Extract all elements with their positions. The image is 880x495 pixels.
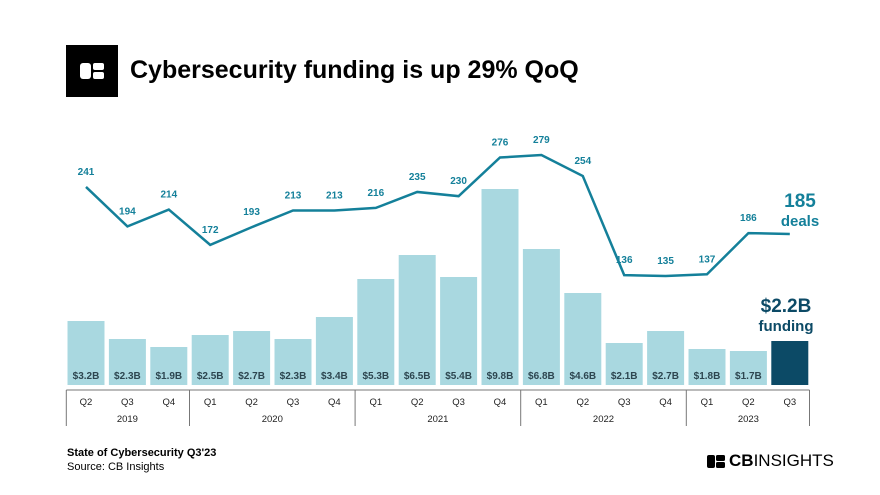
funding-bar	[522, 249, 560, 385]
year-label: 2021	[427, 414, 448, 425]
deals-label: 135	[657, 256, 674, 267]
funding-label: $2.5B	[197, 371, 224, 382]
quarter-tick-label: Q1	[535, 397, 548, 408]
funding-bar	[398, 255, 436, 385]
year-label: 2023	[738, 414, 759, 425]
quarter-tick-label: Q3	[287, 397, 300, 408]
deals-label: 216	[367, 188, 384, 199]
funding-bar	[150, 347, 188, 385]
funding-label: $3.2B	[73, 371, 100, 382]
funding-label: $6.5B	[404, 371, 431, 382]
funding-label: $5.3B	[362, 371, 389, 382]
funding-callout-value: $2.2B	[761, 296, 812, 317]
funding-label: $1.9B	[155, 371, 182, 382]
deals-label: 276	[492, 138, 509, 149]
funding-bar	[688, 349, 726, 385]
funding-bar	[274, 339, 312, 385]
deals-callout-label: deals	[781, 213, 819, 230]
funding-label: $1.8B	[694, 371, 721, 382]
report-name: State of Cybersecurity Q3'23	[67, 447, 217, 459]
funding-bar	[233, 331, 271, 385]
quarter-tick-label: Q3	[618, 397, 631, 408]
funding-callout-label: funding	[759, 318, 814, 335]
deals-label: 194	[119, 206, 136, 217]
quarter-tick-label: Q2	[742, 397, 755, 408]
quarter-tick-label: Q2	[411, 397, 424, 408]
deals-line	[85, 153, 790, 278]
deals-label: 213	[326, 190, 343, 201]
funding-bar	[564, 293, 602, 385]
quarter-tick-label: Q2	[245, 397, 258, 408]
funding-label: $3.4B	[321, 371, 348, 382]
deals-label: 172	[202, 225, 219, 236]
funding-label: $4.6B	[569, 371, 596, 382]
deals-label: 213	[285, 190, 302, 201]
source-note: Source: CB Insights	[67, 461, 165, 473]
brand-rest: INSIGHTS	[753, 451, 834, 470]
deals-label: 241	[78, 167, 95, 178]
quarter-tick-label: Q1	[701, 397, 714, 408]
funding-label: $2.7B	[652, 371, 679, 382]
brand-logo: CBINSIGHTS	[707, 451, 834, 471]
deals-label: 136	[616, 255, 633, 266]
quarter-tick-label: Q3	[121, 397, 134, 408]
cb-insights-logo-icon	[66, 45, 118, 97]
deals-label: 235	[409, 172, 426, 183]
funding-label: $1.7B	[735, 371, 762, 382]
deals-callout-value: 185	[784, 191, 816, 212]
funding-label: $9.8B	[487, 371, 514, 382]
quarter-tick-label: Q4	[494, 397, 507, 408]
funding-bar	[67, 321, 105, 385]
quarter-tick-label: Q1	[204, 397, 217, 408]
funding-bar	[357, 279, 395, 385]
quarter-tick-label: Q2	[80, 397, 93, 408]
funding-bar	[481, 189, 519, 385]
brand-mark-icon	[707, 454, 725, 468]
page-title: Cybersecurity funding is up 29% QoQ	[130, 56, 579, 84]
year-label: 2020	[262, 414, 283, 425]
quarter-tick-label: Q4	[328, 397, 341, 408]
deals-label: 230	[450, 176, 467, 187]
deals-label: 186	[740, 213, 757, 224]
deals-label: 279	[533, 135, 550, 146]
funding-bar	[191, 335, 229, 385]
funding-bar	[605, 343, 643, 385]
quarter-tick-label: Q3	[452, 397, 465, 408]
funding-label: $2.7B	[238, 371, 265, 382]
funding-label: $2.3B	[114, 371, 141, 382]
funding-bar	[647, 331, 685, 385]
quarter-tick-label: Q3	[783, 397, 796, 408]
deals-label: 193	[243, 207, 260, 218]
quarter-tick-label: Q4	[659, 397, 672, 408]
funding-bar	[108, 339, 146, 385]
deals-label: 137	[699, 254, 716, 265]
year-label: 2022	[593, 414, 614, 425]
deals-label: 214	[160, 190, 177, 201]
year-label: 2019	[117, 414, 138, 425]
funding-bar	[440, 277, 478, 385]
funding-label: $2.3B	[280, 371, 307, 382]
funding-label: $2.1B	[611, 371, 638, 382]
funding-bar	[315, 317, 353, 385]
deals-label: 254	[574, 156, 591, 167]
funding-bar	[771, 341, 809, 385]
funding-label: $5.4B	[445, 371, 472, 382]
funding-bar	[729, 351, 767, 385]
quarter-tick-label: Q1	[369, 397, 382, 408]
quarter-tick-label: Q4	[162, 397, 175, 408]
brand-bold: CB	[729, 451, 754, 470]
quarter-tick-label: Q2	[576, 397, 589, 408]
funding-label: $6.8B	[528, 371, 555, 382]
